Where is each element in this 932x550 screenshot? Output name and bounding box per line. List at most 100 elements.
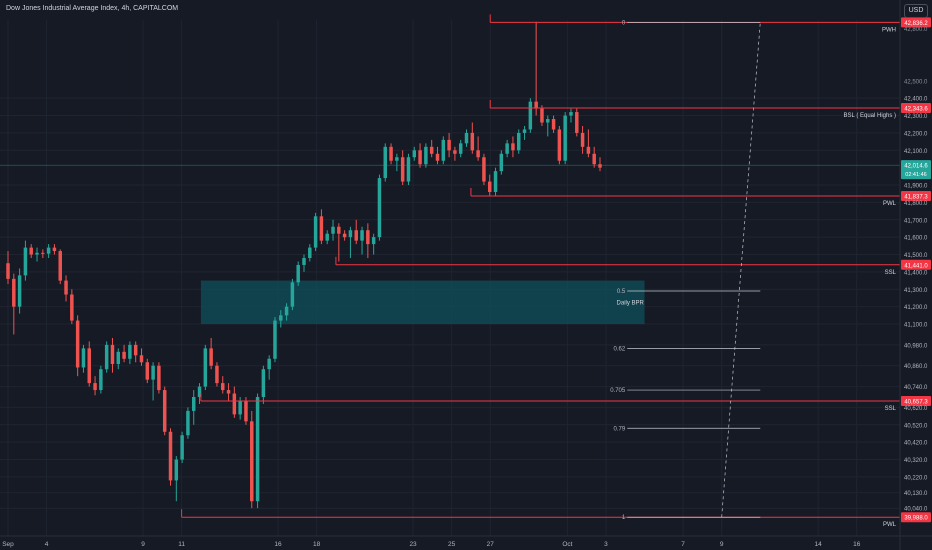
candle-body [325, 233, 329, 241]
candle-body [308, 247, 312, 259]
price-axis-label: 41,400.0 [904, 270, 928, 276]
level-price-text: 42,343.6 [904, 106, 928, 112]
candle-body [493, 171, 498, 192]
level-price-badge [901, 259, 931, 270]
price-axis-label: 40,980.0 [904, 343, 928, 349]
price-axis-label: 42,300.0 [904, 114, 928, 120]
candle-body [279, 315, 283, 321]
daily-bpr-label: Daily BPR [617, 300, 645, 306]
time-axis-label: 11 [178, 541, 185, 548]
price-axis-label: 40,220.0 [904, 475, 928, 481]
candle-body [383, 146, 387, 179]
candle-body [81, 348, 86, 368]
candle-body [447, 139, 451, 151]
candle-body [569, 112, 573, 116]
price-axis-label: 41,100.0 [904, 323, 928, 329]
price-axis-label: 42,100.0 [904, 149, 928, 155]
price-axis-label: 40,420.0 [904, 441, 928, 447]
fib-level-label: 0 [622, 20, 626, 26]
time-axis-label: 7 [681, 541, 685, 548]
candle-body [313, 216, 318, 248]
candle-body [575, 112, 579, 133]
candle-body [17, 275, 22, 307]
price-axis-label: 40,130.0 [904, 491, 928, 497]
level-label: PWL [883, 522, 897, 528]
candle-body [557, 129, 562, 161]
time-axis-label: 18 [313, 541, 321, 548]
candle-body [215, 365, 219, 384]
candle-body [453, 150, 457, 154]
fib-level-label: 0.62 [614, 346, 626, 352]
candle-body [348, 230, 353, 238]
candle-body [70, 294, 74, 321]
candle-body [203, 348, 208, 387]
time-axis-label: 9 [720, 541, 724, 548]
price-axis-label-partial: 42,800.0 [904, 27, 928, 33]
price-axis-label: 40,520.0 [904, 423, 928, 429]
candle-body [441, 139, 446, 161]
candle-body [476, 150, 480, 158]
candle-body [261, 369, 266, 398]
time-axis-label: Oct [562, 541, 572, 548]
candle-body [93, 383, 97, 391]
candle-body [360, 230, 364, 241]
candle-body [221, 383, 225, 391]
price-axis-label: 41,600.0 [904, 236, 928, 242]
candle-body [487, 181, 492, 192]
candle-body [99, 369, 103, 391]
candle-body [470, 132, 475, 151]
candle-body [209, 348, 213, 366]
candle-body [104, 344, 109, 370]
time-axis-label: 14 [815, 541, 823, 548]
candle-body [12, 278, 16, 307]
price-axis-label: 40,040.0 [904, 507, 928, 513]
level-label: BSL ( Equal Highs ) [844, 113, 896, 119]
candle-body [174, 459, 179, 481]
level-price-text: 41,441.0 [904, 263, 928, 269]
candle-body [64, 280, 68, 295]
fib-level-label: 0.705 [610, 388, 626, 394]
time-axis-label: 16 [853, 541, 861, 548]
time-axis-label: 4 [45, 541, 49, 548]
level-price-badge [901, 102, 931, 113]
price-axis-label: 41,900.0 [904, 184, 928, 190]
fib-level-label: 0.79 [614, 426, 626, 432]
candle-body [540, 108, 544, 123]
price-axis-label: 41,800.0 [904, 201, 928, 207]
candle-body [331, 226, 335, 234]
candle-body [435, 153, 440, 161]
candle-body [337, 226, 341, 234]
candle-body [563, 115, 567, 161]
candle-body [586, 146, 591, 154]
candle-body [482, 157, 486, 182]
level-price-text: 42,836.2 [904, 21, 928, 27]
candle-body [267, 358, 271, 370]
candle-body [342, 233, 347, 238]
candle-body [464, 132, 469, 144]
currency-button[interactable]: USD [904, 4, 928, 18]
price-axis-label: 40,620.0 [904, 406, 928, 412]
candle-body [290, 282, 295, 307]
candle-body [528, 101, 533, 130]
level-price-badge [901, 395, 931, 406]
time-axis-label: 23 [409, 541, 417, 548]
candle-body [226, 390, 231, 394]
candle-body [255, 397, 260, 502]
level-price-text: 40,657.3 [904, 399, 928, 405]
candle-body [284, 306, 289, 316]
level-price-badge [901, 512, 931, 523]
candle-body [377, 178, 382, 238]
daily-bpr-zone[interactable] [200, 280, 645, 325]
candle-body [395, 157, 399, 161]
level-label: PWL [883, 201, 897, 207]
candle-body [424, 146, 428, 165]
candle-body [406, 157, 411, 182]
candle-body [52, 247, 57, 252]
candle-body [499, 153, 504, 172]
level-price-text: 39,988.0 [904, 516, 928, 522]
candle-body [58, 251, 62, 281]
candle-body [145, 362, 150, 380]
candle-body [371, 237, 376, 245]
fib-level-label: 0.5 [617, 289, 626, 295]
